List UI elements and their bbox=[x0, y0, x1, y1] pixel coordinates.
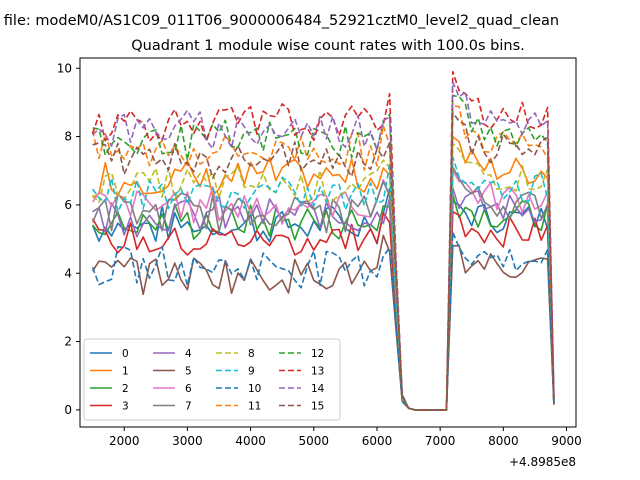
series-line-8 bbox=[92, 142, 555, 411]
legend-label-11: 11 bbox=[248, 401, 261, 413]
legend-label-6: 6 bbox=[185, 383, 192, 395]
x-tick-label: 9000 bbox=[551, 434, 582, 448]
x-axis-offset-label: +4.8985e8 bbox=[509, 455, 576, 469]
legend-label-8: 8 bbox=[248, 348, 255, 360]
legend-box bbox=[83, 338, 341, 421]
y-tick-label: 2 bbox=[64, 335, 72, 349]
series-line-9 bbox=[91, 156, 555, 411]
y-tick-label: 0 bbox=[64, 403, 72, 417]
legend-label-13: 13 bbox=[311, 366, 324, 378]
x-tick-label: 7000 bbox=[425, 434, 456, 448]
series-line-4 bbox=[92, 187, 555, 411]
y-tick-label: 6 bbox=[64, 198, 72, 212]
legend-label-2: 2 bbox=[122, 383, 129, 395]
legend-label-3: 3 bbox=[122, 401, 129, 413]
legend-label-15: 15 bbox=[311, 401, 324, 413]
axes-frame bbox=[79, 57, 577, 428]
series-line-11 bbox=[91, 105, 555, 411]
x-tick-label: 8000 bbox=[488, 434, 519, 448]
series-line-5 bbox=[91, 234, 555, 411]
series-line-14 bbox=[92, 81, 555, 411]
series-line-1 bbox=[92, 135, 555, 411]
legend-label-9: 9 bbox=[248, 366, 255, 378]
x-axis: 2000 3000 4000 5000 6000 7000 8000 9000 bbox=[109, 427, 582, 448]
figure-suptitle: n file: modeM0/AS1C09_011T06_9000006484_… bbox=[0, 13, 559, 29]
y-tick-label: 4 bbox=[64, 266, 72, 280]
legend-label-4: 4 bbox=[185, 348, 192, 360]
x-tick-label: 2000 bbox=[109, 434, 140, 448]
legend-label-7: 7 bbox=[185, 401, 192, 413]
y-tick-label: 10 bbox=[57, 61, 72, 75]
series-line-3 bbox=[91, 211, 555, 411]
series-line-12 bbox=[92, 94, 555, 411]
legend-label-5: 5 bbox=[185, 366, 192, 378]
legend-label-10: 10 bbox=[248, 383, 261, 395]
series-line-10 bbox=[91, 231, 555, 411]
legend-label-12: 12 bbox=[311, 348, 324, 360]
x-tick-label: 5000 bbox=[299, 434, 330, 448]
legend-label-0: 0 bbox=[122, 348, 129, 360]
y-tick-label: 8 bbox=[64, 130, 72, 144]
legend-label-14: 14 bbox=[311, 383, 325, 395]
series-line-15 bbox=[92, 111, 555, 411]
chart-title: Quadrant 1 module wise count rates with … bbox=[131, 38, 525, 54]
x-tick-label: 3000 bbox=[172, 434, 203, 448]
y-axis: 0 2 4 6 8 10 bbox=[57, 61, 80, 417]
x-tick-label: 6000 bbox=[362, 434, 393, 448]
x-tick-label: 4000 bbox=[235, 434, 266, 448]
series-line-13 bbox=[91, 70, 555, 411]
plot-area bbox=[91, 70, 555, 411]
legend-label-1: 1 bbox=[122, 366, 129, 378]
